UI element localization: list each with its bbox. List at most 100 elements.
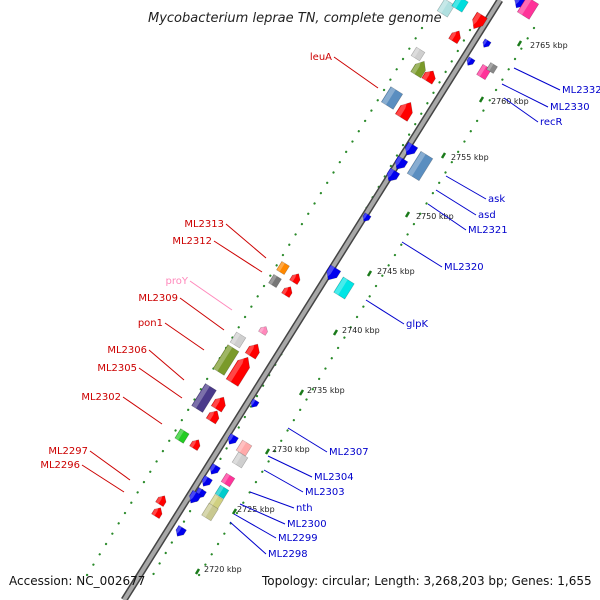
gene-glyph-darkgrey: [486, 62, 498, 74]
label-leader-line: [213, 240, 263, 273]
tick-label: 2765 kbp: [530, 41, 568, 50]
gene-glyph-blue: [404, 141, 419, 156]
label-leader-line: [229, 521, 267, 555]
label-leader-line: [81, 464, 125, 493]
tick-label: 2740 kbp: [342, 326, 380, 335]
gene-glyph-olive: [410, 59, 426, 79]
gene-glyph-red: [448, 29, 461, 45]
tick-mark: [440, 152, 447, 159]
gene-glyph-orange: [276, 260, 290, 276]
gene-label-ml2307: ML2307: [329, 447, 369, 458]
tick-label: 2755 kbp: [451, 153, 489, 162]
label-leader-line: [513, 67, 561, 91]
gene-glyph-blue: [394, 155, 409, 170]
label-leader-line: [138, 367, 183, 399]
gene-label-ml2300: ML2300: [287, 519, 327, 530]
gene-glyph-blue: [188, 489, 202, 504]
gene-glyph-blue: [227, 432, 239, 445]
tick-mark: [332, 329, 339, 336]
gene-glyph-blue: [325, 264, 342, 281]
label-leader-line: [225, 223, 267, 259]
gene-glyph-red: [394, 100, 413, 122]
genome-summary-text: Topology: circular; Length: 3,268,203 bp…: [261, 574, 592, 588]
gene-label-ml2302: ML2302: [81, 392, 121, 403]
gene-label-ml2299: ML2299: [278, 533, 318, 544]
label-leader-line: [445, 175, 487, 200]
label-leader-line: [122, 396, 163, 425]
tick-mark: [478, 96, 485, 103]
label-leader-line: [189, 280, 233, 311]
gene-glyph-red: [205, 409, 220, 425]
gene-glyph-blue: [175, 524, 187, 537]
gene-label-ml2312: ML2312: [172, 236, 212, 247]
gene-glyph-red: [210, 395, 226, 413]
gene-label-ml2306: ML2306: [107, 345, 147, 356]
gene-glyph-green: [174, 428, 190, 444]
gene-label-pon1: pon1: [138, 318, 163, 329]
gene-glyph-blue: [201, 474, 213, 487]
gene-glyph-grey: [231, 451, 249, 469]
gene-label-leua: leuA: [310, 52, 332, 63]
label-leader-line: [233, 513, 277, 539]
label-leader-line: [263, 469, 304, 493]
gene-glyph-blue: [250, 398, 260, 408]
label-leader-line: [435, 189, 477, 216]
gene-label-ml2303: ML2303: [305, 487, 345, 498]
feature-layer: [151, 0, 540, 537]
label-leader-line: [401, 241, 443, 268]
gene-glyph-blue: [362, 212, 372, 222]
gene-glyph-pink: [235, 439, 253, 457]
gene-glyph-red: [189, 438, 201, 452]
accession-text: Accession: NC_002677: [9, 574, 145, 588]
tick-label: 2735 kbp: [307, 386, 345, 395]
gene-label-ml2321: ML2321: [468, 225, 508, 236]
gene-glyph-khaki: [201, 502, 219, 522]
gene-glyph-steelblue: [380, 86, 404, 110]
gene-label-glpk: glpK: [406, 319, 428, 330]
gene-glyph-pink: [258, 325, 268, 336]
gene-glyph-red: [151, 506, 163, 520]
tick-label: 2725 kbp: [237, 505, 275, 514]
gene-glyph-blue: [209, 462, 221, 475]
gene-glyph-red: [421, 69, 436, 85]
gene-label-ml2296: ML2296: [40, 460, 80, 471]
gene-label-ml2309: ML2309: [138, 293, 178, 304]
tick-mark: [404, 211, 411, 218]
tick-label: 2760 kbp: [491, 97, 529, 106]
gene-label-ask: ask: [488, 194, 505, 205]
tick-label: 2720 kbp: [204, 565, 242, 574]
gene-label-asd: asd: [478, 210, 496, 221]
gene-glyph-cyan: [333, 276, 355, 300]
gene-glyph-red: [155, 494, 167, 508]
label-leader-line: [249, 491, 295, 509]
label-leader-line: [501, 83, 549, 108]
gene-label-ml2320: ML2320: [444, 262, 484, 273]
gene-glyph-grey: [410, 46, 426, 62]
tick-mark: [264, 448, 271, 455]
gene-label-ml2330: ML2330: [550, 102, 590, 113]
label-leader-line: [179, 297, 225, 331]
gene-glyph-magenta: [220, 472, 236, 488]
label-leader-line: [239, 503, 286, 525]
gene-label-ml2304: ML2304: [314, 472, 354, 483]
label-leader-line: [427, 203, 467, 231]
gene-glyph-steelblue: [406, 150, 434, 182]
map-title: Mycobacterium leprae TN, complete genome: [148, 11, 442, 26]
gene-glyph-cyan: [214, 484, 230, 500]
tick-mark: [231, 508, 238, 515]
gene-glyph-blue: [466, 56, 476, 66]
gene-glyph-red: [289, 272, 301, 286]
gene-glyph-red: [281, 285, 293, 299]
label-leader-line: [89, 450, 131, 481]
gene-label-ml2305: ML2305: [97, 363, 137, 374]
gene-glyph-red: [225, 355, 250, 387]
label-leader-line: [267, 455, 313, 478]
gene-glyph-blue: [386, 167, 401, 182]
gene-glyph-olive: [212, 344, 240, 376]
gene-label-recr: recR: [540, 117, 563, 128]
gene-glyph-blue: [482, 38, 492, 48]
label-leader-line: [365, 299, 405, 325]
label-leader-line: [503, 97, 539, 123]
label-leader-line: [164, 322, 205, 351]
